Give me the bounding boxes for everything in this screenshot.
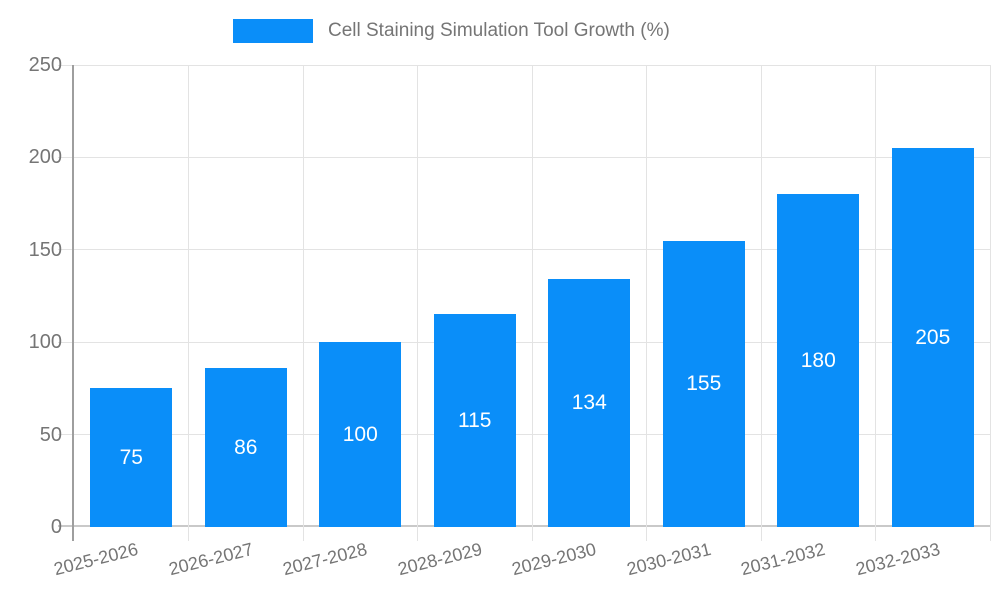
vertical-gridline (188, 65, 189, 541)
y-axis-tick-label: 200 (28, 146, 62, 169)
bar-value-label: 180 (800, 348, 836, 372)
bar-value-label: 100 (342, 422, 378, 446)
bar-value-label: 75 (119, 445, 143, 469)
x-axis-baseline (58, 525, 990, 527)
bar-value-label: 205 (915, 325, 951, 349)
vertical-gridline (646, 65, 647, 541)
bar-value-label: 86 (234, 435, 258, 459)
vertical-gridline (989, 65, 991, 541)
horizontal-gridline (58, 249, 990, 251)
horizontal-gridline (58, 156, 990, 158)
plot-area: 0 50 100 150 200 250 75 86 100 115 134 155 180 205 202… (29, 54, 991, 579)
bar: 86 (204, 368, 287, 527)
y-axis-line (72, 65, 74, 541)
vertical-gridline (875, 65, 876, 541)
vertical-gridline (417, 65, 418, 541)
bar: 155 (662, 240, 745, 527)
bar: 180 (777, 194, 860, 527)
horizontal-gridline (58, 434, 990, 436)
bar-value-label: 134 (571, 391, 607, 415)
bar: 205 (891, 148, 974, 527)
bar-value-label: 155 (686, 371, 722, 395)
y-axis-tick-label: 50 (39, 423, 62, 446)
bar-value-label: 115 (458, 408, 492, 432)
chart-legend: Cell Staining Simulation Tool Growth (%) (233, 19, 670, 43)
bar: 134 (548, 279, 631, 527)
vertical-gridline (302, 65, 304, 541)
bar: 75 (90, 388, 173, 527)
vertical-gridline (760, 65, 762, 541)
legend-label: Cell Staining Simulation Tool Growth (%) (328, 20, 670, 41)
bar: 100 (319, 342, 402, 527)
horizontal-gridline (58, 64, 990, 66)
horizontal-gridline (58, 341, 990, 343)
legend-swatch (233, 19, 313, 43)
y-axis-tick-label: 100 (28, 331, 62, 354)
y-axis-tick-label: 150 (28, 238, 62, 261)
y-axis-tick-label: 250 (28, 54, 62, 76)
bar: 115 (433, 314, 516, 527)
vertical-gridline (531, 65, 533, 541)
y-axis-tick-label: 0 (50, 516, 62, 538)
